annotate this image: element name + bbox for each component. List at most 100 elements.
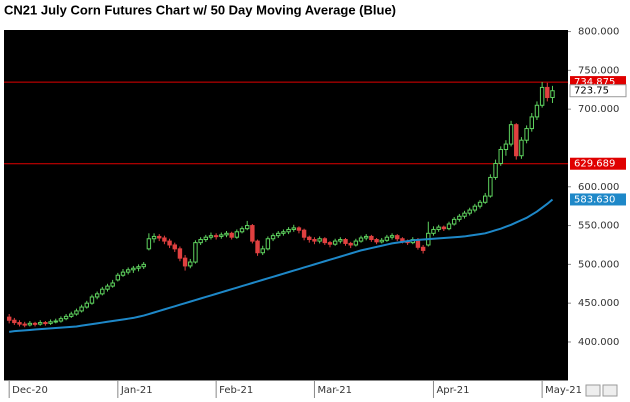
candle-body (58, 318, 64, 322)
last-price-box (569, 84, 627, 98)
candle-body (84, 302, 89, 308)
candle-body (493, 162, 498, 178)
candle-body (203, 236, 209, 241)
candle-body (307, 236, 312, 241)
candle-body (358, 237, 364, 242)
candle-body (451, 218, 457, 225)
candle-body (270, 235, 276, 240)
candle-body (281, 231, 286, 234)
candle-body (43, 322, 48, 325)
candle-body (276, 232, 281, 237)
y-tick-label: 500.000 (578, 259, 619, 270)
y-tick-label: 600.000 (578, 182, 619, 193)
candle-body (219, 234, 224, 237)
candle-body (100, 288, 105, 295)
candle-body (22, 323, 27, 326)
candle-body (244, 225, 250, 230)
candle-body (69, 313, 74, 317)
candle-body (508, 124, 514, 145)
y-tick-label: 700.000 (578, 104, 619, 115)
plot-area (4, 30, 568, 380)
candle-body (296, 227, 302, 231)
candle-body (498, 149, 503, 164)
candle-body (467, 209, 472, 214)
candle-body (17, 322, 22, 325)
candle-body (332, 240, 338, 245)
candle-body (286, 228, 291, 233)
candle-body (483, 195, 488, 203)
candle-body (79, 306, 84, 312)
candle-body (146, 238, 152, 250)
candle-body (53, 320, 58, 323)
candle-body (74, 310, 79, 315)
candle-body (213, 235, 219, 238)
candle-body (446, 223, 452, 230)
candle-body (198, 239, 203, 244)
ma-label-box (570, 193, 626, 206)
candle-body (369, 235, 374, 241)
candle-body (420, 246, 426, 251)
x-tick-label: Feb-21 (219, 385, 253, 396)
candle-body (208, 235, 214, 238)
candle-body (550, 90, 555, 99)
candle-body (110, 282, 115, 287)
candle-body (343, 239, 348, 244)
last-price-label: 723.75 (574, 86, 609, 97)
level-label-box (570, 157, 626, 170)
candle-body (94, 293, 100, 298)
candle-body (27, 322, 33, 326)
candle-body (193, 242, 198, 263)
candle-body (120, 271, 126, 276)
candle-body (462, 212, 467, 217)
candle-body (63, 315, 69, 320)
candle-body (322, 238, 328, 244)
candle-body (12, 319, 17, 324)
scroll-button[interactable] (585, 384, 601, 397)
candle-body (182, 257, 188, 267)
x-tick-label: Apr-21 (436, 385, 469, 396)
y-tick-label: 450.000 (578, 298, 619, 309)
candle-body (260, 248, 265, 254)
candle-body (519, 139, 524, 157)
candle-body (38, 322, 43, 325)
candle-body (353, 240, 359, 246)
candle-body (224, 232, 229, 236)
moving-average (9, 198, 554, 333)
level-label: 734.875 (574, 77, 615, 88)
candle-body (6, 316, 12, 321)
candle-body (477, 201, 483, 207)
candle-body (431, 228, 436, 234)
candle-body (172, 244, 177, 250)
candle-body (151, 235, 157, 240)
candle-body (312, 239, 317, 242)
candle-body (229, 232, 234, 238)
candle-body (115, 274, 121, 281)
candle-body (167, 240, 172, 246)
candle-body (234, 231, 240, 238)
candle-body (141, 263, 146, 268)
candle-body (457, 215, 462, 220)
level-label: 629.689 (574, 159, 615, 170)
x-tick-label: Mar-21 (317, 385, 352, 396)
candle-body (250, 225, 255, 242)
candle-body (363, 235, 369, 239)
candle-body (472, 205, 478, 211)
candle-body (374, 239, 379, 243)
candle-body (157, 235, 162, 239)
candle-body (348, 242, 353, 246)
candle-body (524, 128, 529, 141)
candle-body (177, 248, 183, 259)
candle-body (436, 226, 441, 230)
scroll-button[interactable] (602, 384, 618, 397)
candle-body (239, 228, 245, 233)
candle-body (89, 296, 95, 304)
candle-body (545, 86, 550, 99)
candle-body (48, 321, 53, 324)
candle-body (327, 242, 333, 245)
candle-body (32, 322, 38, 325)
candle-body (514, 124, 519, 157)
x-tick-label: Jan-21 (120, 385, 153, 396)
candle-body (389, 235, 395, 238)
candle-body (131, 267, 136, 271)
